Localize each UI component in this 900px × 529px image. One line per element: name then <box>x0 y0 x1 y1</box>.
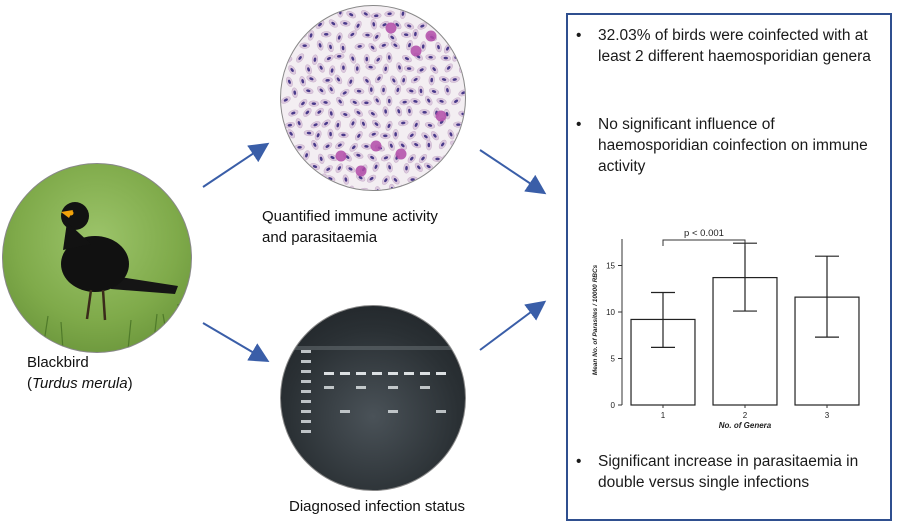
arrow-bird-to-gel <box>202 322 270 363</box>
bullet-marker: • <box>576 27 582 44</box>
bird-name: Blackbird <box>27 354 89 371</box>
significance-bracket <box>662 239 746 246</box>
gel-bands-icon <box>291 346 451 433</box>
y-axis-label: Mean No. of Parasites / 10000 RBCs <box>592 264 599 375</box>
arrow-smear-to-summary <box>479 149 547 195</box>
blackbird-icon <box>12 202 182 351</box>
gel-electrophoresis-image <box>280 305 466 491</box>
latin-name-text: Turdus merula <box>32 375 128 392</box>
blood-smear-image <box>280 5 466 191</box>
smear-caption-line2: and parasitaemia <box>262 229 378 246</box>
x-axis-label: No. of Genera <box>719 421 772 430</box>
bullet-text: Significant increase in parasitaemia in … <box>598 453 859 491</box>
blood-cells-icon <box>281 7 465 190</box>
y-tick-label: 10 <box>606 308 615 317</box>
bullet-marker: • <box>576 116 582 133</box>
arrow-gel-to-summary <box>479 300 547 351</box>
bullet-text: 32.03% of birds were coinfected with at … <box>598 27 871 65</box>
parasitaemia-bar-chart: 0 5 10 15 1 2 3 No. of Genera Mean No. of Parasi… <box>592 228 860 430</box>
x-tick-label-1: 1 <box>661 411 666 420</box>
smear-caption-line1: Quantified immune activity <box>262 208 438 225</box>
bird-latin-name: (Turdus merula) <box>27 373 133 394</box>
significance-label: p < 0.001 <box>684 228 724 239</box>
y-tick-label: 5 <box>611 355 616 364</box>
y-tick-label: 0 <box>611 401 616 410</box>
latin-close-paren: ) <box>127 375 133 392</box>
bullet-text: No significant influence of haemosporidi… <box>598 116 868 175</box>
x-tick-label-2: 2 <box>743 411 748 420</box>
arrow-bird-to-smear <box>202 142 270 188</box>
bullet-marker: • <box>576 453 582 470</box>
y-tick-label: 15 <box>606 262 615 271</box>
gel-caption: Diagnosed infection status <box>289 498 465 515</box>
x-tick-label-3: 3 <box>825 411 830 420</box>
blackbird-photo <box>2 163 192 353</box>
results-summary-box: • 32.03% of birds were coinfected with a… <box>566 13 892 521</box>
latin-open-paren: ( <box>27 375 32 392</box>
